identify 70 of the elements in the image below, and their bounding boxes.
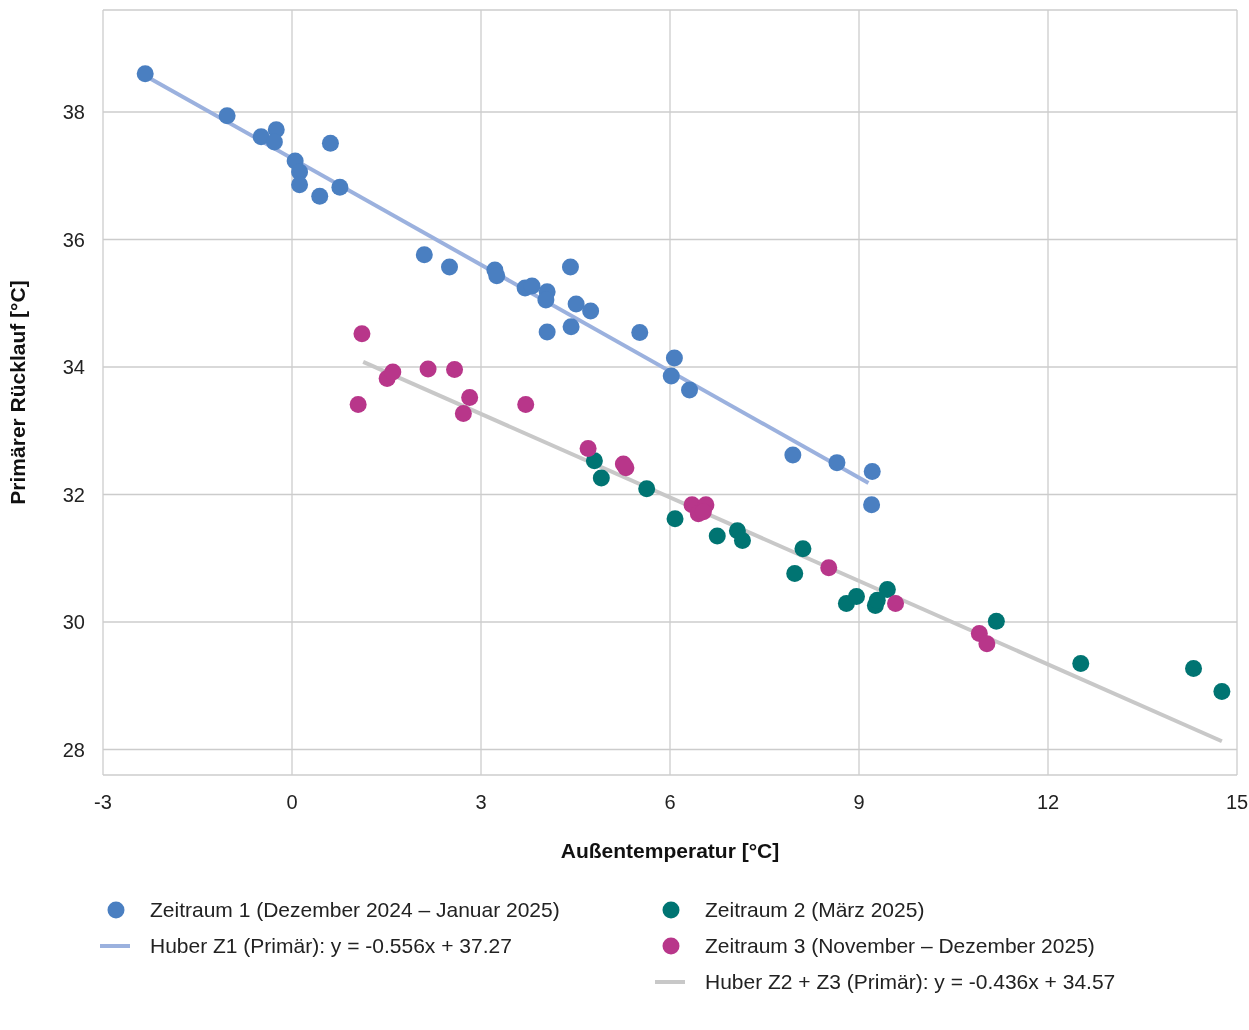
point: [384, 363, 402, 381]
point: [662, 367, 680, 385]
point: [665, 349, 683, 367]
point: [561, 258, 579, 276]
point: [419, 360, 437, 378]
x-tick-label: 12: [1036, 791, 1060, 814]
point: [987, 612, 1005, 630]
point: [265, 133, 283, 151]
point: [517, 396, 535, 414]
legend-label: Zeitraum 3 (November – Dezember 2025): [705, 934, 1095, 958]
y-tick-label: 36: [62, 228, 85, 251]
point: [218, 107, 236, 125]
point: [847, 588, 865, 605]
y-tick-label: 38: [62, 101, 85, 124]
y-tick-label: 34: [62, 356, 85, 379]
point: [252, 128, 270, 146]
legend-label: Huber Z2 + Z3 (Primär): y = -0.436x + 34.57: [705, 970, 1116, 994]
point: [631, 324, 649, 342]
point: [1185, 660, 1203, 678]
legend-label: Zeitraum 2 (März 2025): [705, 898, 925, 922]
point: [733, 531, 751, 549]
x-tick-label: 0: [286, 791, 298, 814]
point: [136, 65, 154, 83]
point: [592, 469, 610, 487]
point: [321, 134, 339, 152]
point: [538, 323, 556, 341]
point: [349, 396, 367, 414]
x-tick-label: 15: [1225, 791, 1249, 814]
point: [638, 480, 656, 498]
point: [415, 246, 433, 264]
point: [708, 527, 726, 545]
point: [681, 381, 699, 399]
point: [579, 440, 597, 458]
x-tick-label: -3: [94, 791, 112, 814]
legend-label: Huber Z1 (Primär): y = -0.556x + 37.27: [150, 934, 512, 958]
point: [562, 318, 580, 336]
point: [311, 187, 329, 205]
x-tick-label: 3: [475, 791, 487, 814]
point: [454, 405, 472, 423]
point: [828, 454, 846, 472]
point: [1072, 654, 1090, 672]
point: [1213, 682, 1231, 700]
point: [868, 591, 886, 609]
point: [863, 463, 881, 481]
x-tick-label: 9: [853, 791, 865, 814]
point: [441, 258, 458, 276]
point: [582, 302, 600, 320]
y-tick-label: 28: [62, 738, 85, 761]
point: [291, 176, 309, 194]
point: [887, 595, 905, 613]
point: [978, 635, 996, 653]
point: [331, 178, 349, 196]
point: [784, 446, 802, 464]
point: [446, 361, 464, 379]
point: [863, 496, 881, 514]
y-tick-label: 30: [62, 611, 85, 634]
point: [567, 295, 585, 313]
point: [794, 540, 812, 558]
y-tick-label: 32: [62, 483, 85, 506]
point: [786, 565, 804, 583]
point: [666, 510, 684, 528]
x-axis-title: Außentemperatur [°C]: [560, 839, 780, 862]
point: [461, 389, 479, 407]
legend-label: Zeitraum 1 (Dezember 2024 – Januar 2025): [150, 898, 560, 922]
y-axis-title: Primärer Rücklauf [°C]: [6, 280, 30, 505]
point: [353, 325, 371, 343]
x-tick-label: 6: [664, 791, 676, 814]
point: [820, 559, 838, 577]
point: [617, 459, 635, 477]
point: [878, 580, 896, 598]
